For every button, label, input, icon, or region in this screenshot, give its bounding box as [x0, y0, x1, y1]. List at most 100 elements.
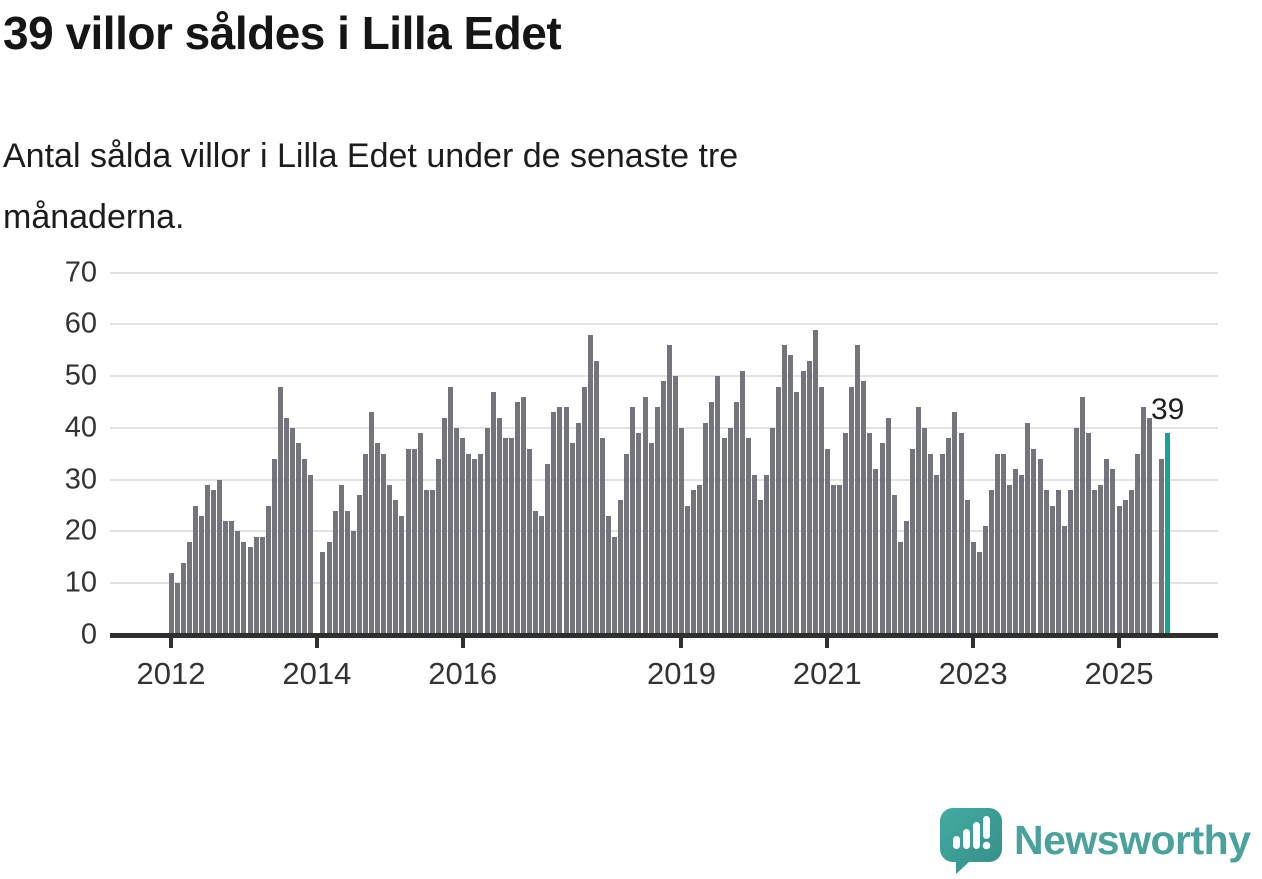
bar: [448, 386, 454, 635]
bar: [472, 458, 478, 635]
bar: [806, 360, 812, 635]
bar: [332, 510, 338, 635]
bar: [198, 515, 204, 635]
bar: [964, 500, 970, 635]
bar: [460, 438, 466, 635]
bar: [1067, 490, 1073, 635]
bar: [691, 490, 697, 635]
bar: [490, 391, 496, 635]
bar: [1061, 526, 1067, 635]
bar: [557, 407, 563, 635]
bar: [502, 438, 508, 635]
x-axis-tick: [169, 638, 173, 648]
bar: [849, 386, 855, 635]
bar: [642, 396, 648, 635]
bar: [520, 396, 526, 635]
bar: [715, 376, 721, 635]
x-axis-tick: [679, 638, 684, 648]
bar: [478, 453, 484, 635]
bar: [417, 433, 423, 635]
bar: [1013, 469, 1019, 635]
gridline: [110, 323, 1218, 326]
bar: [362, 453, 368, 635]
bar: [940, 453, 946, 635]
chart-subtitle-line1: Antal sålda villor i Lilla Edet under de…: [3, 137, 739, 175]
bar: [1110, 469, 1116, 635]
bar: [241, 541, 247, 635]
newsworthy-logo: Newsworthy: [938, 806, 1251, 874]
bar: [946, 438, 952, 635]
bar: [290, 427, 296, 635]
bar: [764, 474, 770, 635]
bar: [405, 448, 411, 635]
bar: [703, 422, 709, 635]
bar: [922, 427, 928, 635]
x-axis-label: 2016: [428, 656, 498, 691]
newsworthy-logo-text: Newsworthy: [1014, 816, 1251, 863]
bar: [915, 407, 921, 635]
bar: [666, 345, 672, 635]
chart-subtitle: Antal sålda villor i Lilla Edet under de…: [3, 126, 738, 248]
gridline: [110, 375, 1218, 378]
x-axis-tick: [1117, 638, 1121, 648]
x-axis-line: [110, 633, 1218, 638]
bar: [1159, 458, 1165, 635]
bar: [648, 443, 654, 635]
bar: [636, 433, 642, 635]
y-axis-label: 20: [64, 514, 97, 547]
bar: [982, 526, 988, 635]
bar: [423, 490, 429, 635]
bar: [399, 515, 405, 635]
gridline: [110, 271, 1218, 274]
bar: [891, 495, 897, 635]
bar: [192, 505, 198, 635]
bar: [952, 412, 958, 635]
bar: [326, 541, 332, 635]
bar: [678, 427, 684, 635]
bar: [909, 448, 915, 635]
bar: [1080, 396, 1086, 635]
x-axis-label: 2019: [646, 656, 716, 691]
bar: [484, 427, 490, 635]
bar: [429, 490, 435, 635]
bar: [283, 417, 289, 635]
bar: [812, 329, 818, 635]
bar: [928, 453, 934, 635]
bar: [527, 448, 533, 635]
bar: [533, 510, 539, 635]
bar: [508, 438, 514, 635]
highlight-bar: [1165, 433, 1171, 635]
bar: [338, 484, 344, 635]
bar: [435, 458, 441, 635]
bar: [581, 386, 587, 635]
bar: [745, 438, 751, 635]
bar: [308, 474, 314, 635]
bar: [174, 583, 180, 635]
bar: [970, 541, 976, 635]
y-axis-label: 0: [80, 618, 97, 651]
bar: [1025, 422, 1031, 635]
bar: [496, 417, 502, 635]
bar: [1037, 458, 1043, 635]
x-axis-tick: [314, 638, 319, 648]
bar: [575, 422, 581, 635]
bar: [168, 572, 174, 635]
bar: [660, 381, 666, 635]
bar: [186, 541, 192, 635]
bar: [958, 433, 964, 635]
bar: [563, 407, 569, 635]
x-axis-label: 2023: [938, 656, 1008, 691]
bar: [569, 443, 575, 635]
bar: [229, 521, 235, 635]
bar: [1116, 505, 1122, 635]
bar: [727, 427, 733, 635]
bar: [1019, 474, 1025, 635]
speech-bubble-shape: [940, 808, 1002, 874]
bar: [618, 500, 624, 635]
bar: [824, 448, 830, 635]
y-axis-label: 50: [64, 359, 97, 392]
bar: [545, 464, 551, 635]
bar: [514, 402, 520, 635]
bar: [593, 360, 599, 635]
